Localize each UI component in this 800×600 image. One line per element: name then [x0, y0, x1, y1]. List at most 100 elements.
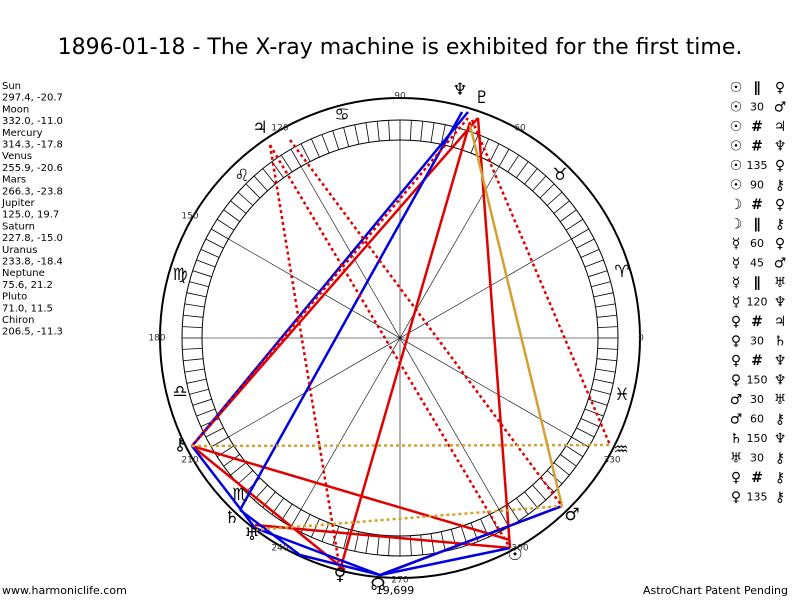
hatch-tick: [420, 534, 424, 555]
aspect-planet: ⚷: [775, 412, 785, 428]
aspect-planet: ♀: [731, 353, 741, 369]
degree-label: 330: [603, 456, 620, 466]
aspect-type: 120: [747, 296, 768, 309]
sign-glyph: ♌: [234, 166, 249, 186]
aspect-planet: ☿: [732, 236, 741, 252]
hatch-tick: [183, 314, 204, 318]
hatch-tick: [489, 143, 500, 162]
aspect-type: #: [751, 197, 763, 213]
hatch-tick: [245, 183, 261, 199]
hatch-tick: [182, 347, 203, 350]
aspect-planet: ☿: [732, 256, 741, 272]
aspect-line: [268, 144, 342, 571]
hatch-tick: [553, 462, 570, 476]
degree-label: 90: [394, 92, 406, 102]
aspect-planet: ♀: [731, 373, 741, 389]
hatch-tick: [565, 218, 584, 231]
aspect-planet: ☉: [730, 139, 743, 155]
hatch-tick: [300, 143, 311, 162]
degree-label: 0: [638, 334, 644, 344]
hatch-tick: [596, 358, 617, 362]
aspect-planet: ⚷: [775, 470, 785, 486]
aspect-line: [470, 119, 612, 446]
aspect-planet: ⚷: [775, 217, 785, 233]
aspect-line: [254, 523, 511, 550]
aspect-planet: ♀: [775, 197, 785, 213]
hatch-tick: [192, 270, 212, 278]
aspect-planet: ♅: [774, 275, 787, 291]
aspect-planet: ♆: [774, 295, 787, 311]
hatch-tick: [584, 259, 604, 268]
aspect-type: #: [751, 314, 763, 330]
aspect-type: ∥: [754, 275, 761, 291]
planet-name: Saturn: [2, 221, 35, 232]
degree-label: 150: [181, 212, 198, 222]
hatch-tick: [516, 497, 529, 515]
aspect-type: #: [751, 470, 763, 486]
hatch-tick: [430, 122, 435, 143]
hatch-tick: [593, 292, 614, 298]
aspect-lines: [191, 111, 612, 577]
aspect-line: [191, 117, 479, 447]
aspect-planet: ♂: [774, 100, 787, 116]
aspect-line: [268, 144, 512, 549]
hatch-tick: [253, 175, 268, 192]
hatch-tick: [507, 154, 520, 173]
center-note: 19,699: [376, 584, 415, 597]
hatch-tick: [430, 533, 435, 554]
hatch-tick: [184, 368, 205, 373]
hatch-tick: [596, 314, 617, 318]
hatch-tick: [237, 191, 254, 206]
aspect-line: [191, 111, 469, 447]
planet-position: 227.8, -15.0: [2, 233, 63, 244]
hatch-tick: [184, 303, 205, 308]
planet-glyph: ♅: [244, 525, 259, 545]
hatch-tick: [365, 122, 370, 143]
hatch-tick: [365, 533, 370, 554]
aspect-type: 150: [747, 432, 768, 445]
planet-glyph: ♂: [564, 505, 579, 525]
aspect-planet: ♀: [731, 490, 741, 506]
hatch-tick: [189, 281, 209, 288]
aspect-planet: ♆: [774, 431, 787, 447]
spoke: [228, 238, 572, 438]
aspect-type: 30: [750, 393, 764, 406]
aspect-type: 30: [750, 452, 764, 465]
hatch-tick: [591, 388, 611, 395]
planet-glyph: ♇: [474, 88, 489, 108]
hatch-tick: [580, 248, 600, 258]
hatch-tick: [186, 378, 207, 384]
hatch-tick: [593, 378, 614, 384]
planet-position: 75.6, 21.2: [2, 280, 53, 291]
hatch-tick: [189, 388, 209, 395]
hatch-tick: [597, 326, 618, 329]
hatch-tick: [262, 168, 276, 185]
aspect-planet: ☉: [730, 158, 743, 174]
aspect-line: [191, 445, 346, 571]
degree-label: 60: [514, 124, 526, 134]
aspect-planet: ♃: [774, 119, 787, 135]
hatch-tick: [507, 503, 520, 522]
planet-glyph: ♀: [334, 565, 346, 585]
hatch-tick: [216, 218, 235, 231]
aspect-planet: ♆: [774, 139, 787, 155]
planet-glyph: ☊: [370, 575, 385, 595]
hatch-tick: [223, 209, 241, 222]
aspect-planet: ⚷: [775, 490, 785, 506]
aspect-planet: ♂: [730, 412, 743, 428]
footer-right: AstroChart Patent Pending: [643, 584, 788, 597]
planet-position: 71.0, 11.5: [2, 303, 53, 314]
hatch-tick: [532, 175, 547, 192]
aspect-line: [476, 117, 512, 549]
degree-label: 300: [511, 544, 528, 554]
sign-glyph: ♈: [614, 262, 629, 282]
aspect-planet: ☿: [732, 295, 741, 311]
hatch-tick: [576, 238, 595, 249]
aspect-planet: ☉: [730, 100, 743, 116]
aspect-type: #: [751, 119, 763, 135]
planet-name: Venus: [2, 151, 32, 162]
hatch-tick: [595, 303, 616, 308]
planet-glyph: ♃: [252, 118, 267, 138]
sign-glyph: ♋: [334, 105, 349, 125]
planet-position: 314.3, -17.8: [2, 140, 63, 151]
